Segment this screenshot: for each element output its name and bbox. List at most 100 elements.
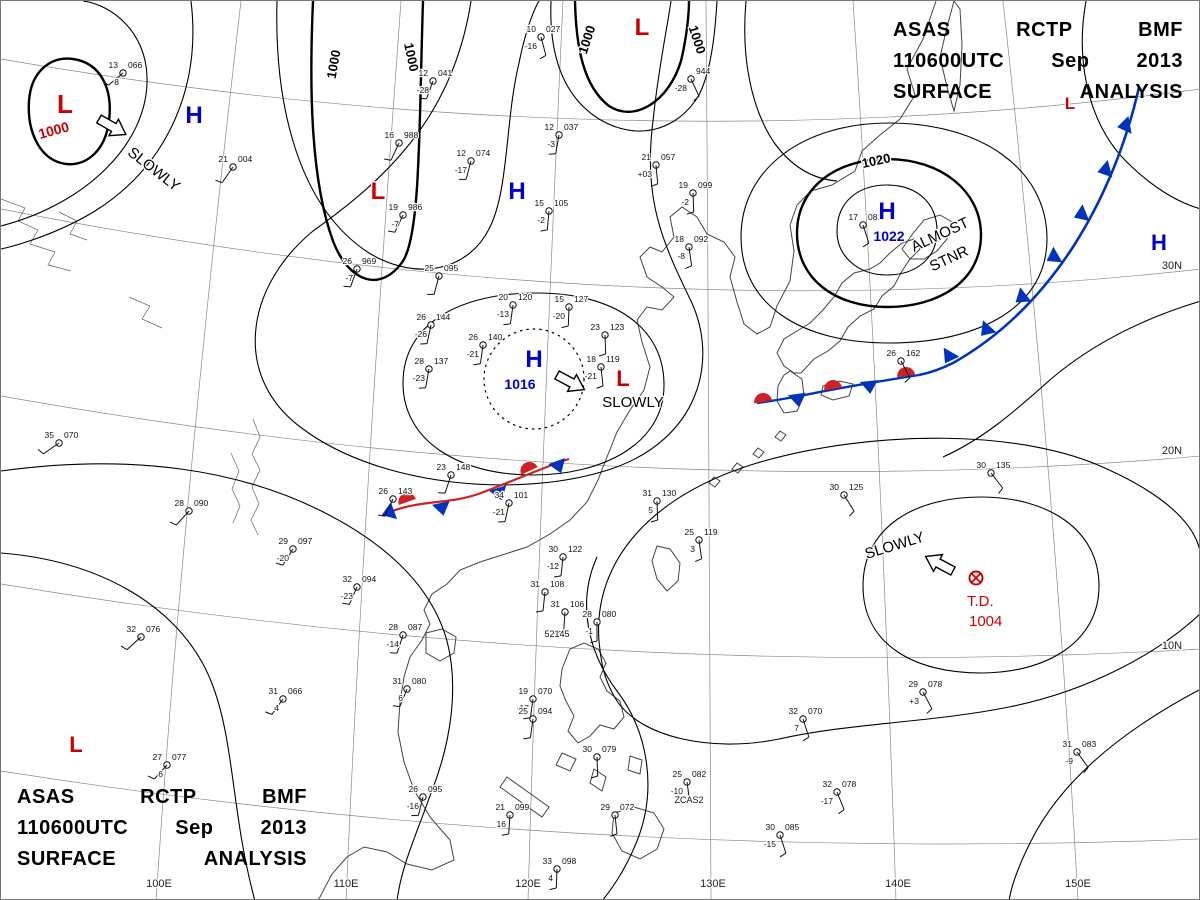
latitude-label: 30N [1162,260,1182,272]
station-aux: -28 [417,85,430,95]
high-symbol: H [508,178,525,205]
station-temp: 26 [379,486,389,496]
station-pressure: 105 [554,198,568,208]
station-aux: -2 [681,197,689,207]
station-aux: 6 [158,769,163,779]
wind-barb [692,192,695,213]
coastline [820,380,854,401]
station-temp: 23 [437,462,447,472]
station-plot: 26 095 -16 [405,783,444,817]
wind-barb-tick [378,514,386,517]
station-plot: 31 066 4 [265,685,304,715]
station-temp: 29 [601,802,611,812]
station-temp: 29 [909,679,919,689]
front-marker-cold-icon [1015,287,1032,303]
front-marker-cold-icon [980,320,997,336]
station-temp: 30 [830,482,840,492]
movement-annotation: SLOWLY [124,144,183,195]
station-aux: -9 [1065,756,1073,766]
coastline [555,752,577,772]
high-symbol: H [525,346,542,373]
station-plot: 26 969 -7 [341,255,378,288]
station-temp: 13 [109,60,119,70]
wind-barb-tick [694,558,702,563]
station-pressure: 077 [172,752,186,762]
wind-barb [600,366,604,386]
station-temp: 31 [393,676,403,686]
coastline [317,1,937,899]
station-temp: 34 [495,490,505,500]
station-pressure: 080 [602,609,616,619]
station-temp: 31 [551,599,561,609]
station-pressure: 986 [408,202,422,212]
isobar-value-label: 1020 [860,150,891,171]
station-aux: -1 [585,626,593,636]
station-temp: 28 [415,356,425,366]
wind-barb-tick [548,153,556,155]
longitude-label: 120E [515,878,541,890]
wind-barb [540,36,547,56]
wind-barb [271,698,284,715]
station-pressure: 099 [515,802,529,812]
station-plot: 12 037 -3 [543,121,580,155]
front-marker-cold-icon [431,501,450,516]
station-plot: 28 080 -1 [581,608,618,644]
station-plot: 12 041 -28 [415,67,454,100]
longitude-label: 110E [334,878,359,890]
datetime-line: 110600UTC Sep 2013 [17,813,307,844]
station-pressure: 066 [128,60,142,70]
front-marker-cold-icon [1117,115,1132,134]
station-aux: -17 [455,165,468,175]
stationary-front-line [756,373,920,405]
station-pressure: 120 [518,292,532,302]
wind-barb-tick [536,610,544,613]
title-word: BMF [262,786,307,808]
station-pressure: 098 [562,856,576,866]
isobar-bold [573,1,691,113]
station-temp: 33 [543,856,553,866]
wind-barb [686,781,691,801]
coastline [425,628,457,662]
isobar [836,184,938,276]
product-id-line: ASAS RCTP BMF [893,15,1183,46]
station-temp: 35 [45,430,55,440]
station-temp: 26 [417,312,427,322]
graticule-line [1,58,1199,122]
movement-arrow-icon [924,553,957,576]
wind-barb-tick [838,809,845,815]
wind-barb-tick [419,97,427,100]
station-plot: 30 122 -12 [545,543,584,578]
front-marker-cold-icon [381,502,398,520]
front-marker-warm-icon [897,367,916,378]
coastline-layer [1,1,963,899]
station-plot: 16 988 [383,129,420,161]
wind-barb [656,500,659,521]
wind-barb [862,224,870,244]
coastline [559,642,625,744]
wind-barb [350,268,358,288]
station-plot: 28 090 [169,497,210,526]
station-plot: 31 083 -9 [1061,738,1098,774]
station-pressure: 125 [849,482,863,492]
station-plot: 31 108 [529,578,566,613]
latitude-label: 20N [1162,445,1182,457]
isobar [402,292,665,476]
wind-barb [922,691,933,710]
wind-barb [433,275,440,295]
coastline [776,370,805,414]
pressure-value: 1016 [504,376,535,392]
wind-barb-tick [556,630,564,633]
wind-barb-tick [215,179,223,184]
low-symbol: L [616,366,629,391]
wind-barb [384,498,394,517]
station-temp: 12 [545,122,555,132]
station-pressure: 137 [434,356,448,366]
wind-barb-tick [684,265,692,270]
station-plot: 17 081 [847,211,884,248]
station-plot: 31 106 [549,598,586,633]
station-plot: 27 077 6 [147,751,188,780]
station-aux: 4 [274,703,279,713]
